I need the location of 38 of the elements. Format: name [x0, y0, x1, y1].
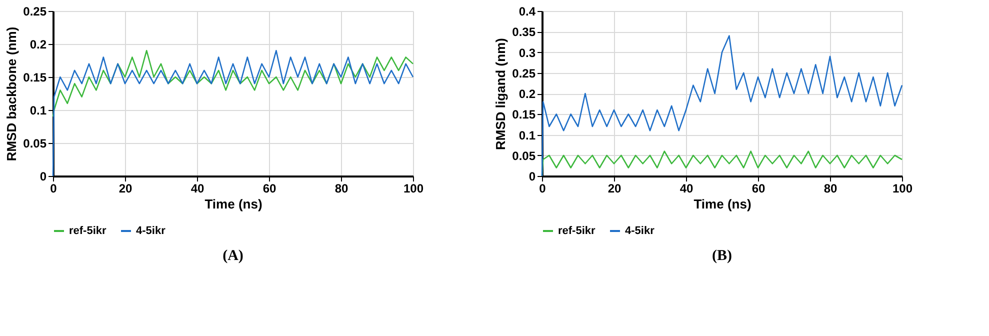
x-tick-label: 40	[190, 182, 204, 196]
x-tick-label: 60	[752, 182, 766, 196]
y-tick-label: 0.05	[512, 148, 536, 163]
x-tick-label: 100	[403, 182, 424, 196]
x-tick-label: 0	[50, 182, 58, 196]
text: (A)	[222, 248, 244, 264]
y-tick-label: 0.1	[30, 104, 47, 118]
legend-label: 4-5ikr	[136, 225, 166, 237]
x-tick-label: 60	[262, 182, 276, 196]
y-tick-label: 0.15	[512, 108, 536, 122]
y-tick-label: 0.2	[518, 87, 536, 101]
x-axis-title: Time (ns)	[204, 196, 262, 212]
y-tick-label: 0.15	[23, 70, 47, 84]
x-tick-label: 80	[334, 182, 348, 196]
y-tick-label: 0.3	[518, 46, 536, 60]
x-axis-title: Time (ns)	[694, 196, 752, 212]
y-tick-label: 0	[528, 170, 536, 184]
x-tick-label: 20	[118, 182, 132, 196]
y-tick-label: 0.35	[512, 25, 536, 40]
x-tick-label: 20	[608, 182, 622, 196]
text: (B)	[712, 248, 732, 264]
x-tick-label: 80	[824, 182, 838, 196]
legend-label: 4-5ikr	[625, 225, 656, 237]
y-tick-label: 0.25	[512, 66, 536, 80]
x-tick-label: 40	[680, 182, 694, 196]
y-axis-title: RMSD ligand (nm)	[493, 38, 508, 150]
y-tick-label: 0.25	[23, 4, 47, 18]
y-tick-label: 0.05	[23, 136, 47, 150]
y-axis-title: RMSD backbone (nm)	[4, 26, 20, 162]
x-tick-label: 0	[539, 182, 546, 196]
x-tick-label: 100	[892, 182, 913, 196]
y-tick-label: 0.4	[518, 4, 536, 18]
line-series	[52, 50, 414, 118]
legend-label: ref-5ikr	[558, 225, 596, 237]
y-tick-label: 0	[40, 170, 47, 184]
legend-label: ref-5ikr	[69, 225, 108, 237]
y-tick-label: 0.1	[518, 128, 536, 142]
y-tick-label: 0.2	[30, 38, 47, 52]
